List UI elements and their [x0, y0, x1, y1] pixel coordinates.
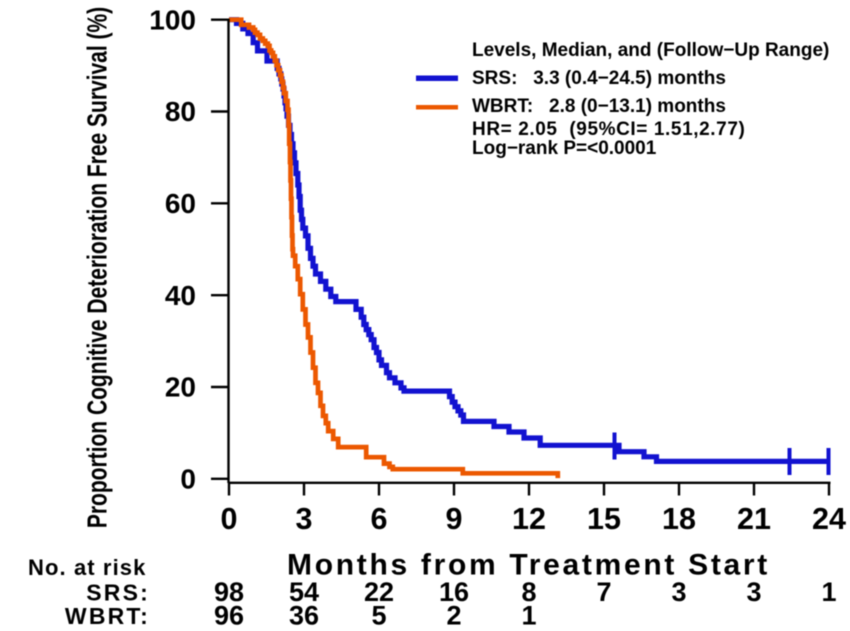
svg-text:1: 1	[521, 601, 536, 631]
svg-text:18: 18	[662, 502, 696, 536]
svg-text:98: 98	[214, 577, 244, 607]
svg-text:54: 54	[289, 577, 319, 607]
svg-text:0: 0	[221, 502, 238, 536]
svg-text:WBRT:: WBRT:	[65, 603, 150, 629]
svg-text:24: 24	[812, 502, 846, 536]
svg-text:16: 16	[439, 577, 469, 607]
svg-text:2: 2	[446, 601, 461, 631]
svg-text:5: 5	[371, 601, 386, 631]
svg-text:1: 1	[821, 577, 836, 607]
svg-text:3: 3	[296, 502, 313, 536]
svg-text:96: 96	[214, 601, 244, 631]
svg-text:22: 22	[364, 577, 394, 607]
svg-text:Log−rank P=<0.0001: Log−rank P=<0.0001	[472, 138, 657, 159]
svg-text:20: 20	[165, 372, 196, 403]
svg-text:SRS:: SRS:	[86, 580, 150, 606]
svg-text:WBRT: 2.8 (0−13.1) months: WBRT: 2.8 (0−13.1) months	[472, 96, 726, 117]
svg-text:6: 6	[371, 502, 388, 536]
svg-text:3: 3	[671, 577, 686, 607]
svg-text:No. at risk: No. at risk	[28, 555, 146, 580]
svg-text:Proportion Cognitive Deteriora: Proportion Cognitive Deterioration Free …	[83, 7, 113, 528]
svg-text:40: 40	[165, 280, 196, 311]
svg-text:36: 36	[289, 601, 319, 631]
svg-text:80: 80	[165, 96, 196, 127]
svg-text:21: 21	[737, 502, 771, 536]
svg-text:100: 100	[149, 4, 196, 35]
svg-text:12: 12	[512, 502, 546, 536]
svg-text:Months from Treatment Start: Months from Treatment Start	[287, 549, 770, 582]
svg-text:60: 60	[165, 188, 196, 219]
svg-text:0: 0	[180, 463, 196, 494]
svg-text:15: 15	[587, 502, 621, 536]
svg-text:Levels, Median, and (Follow−Up: Levels, Median, and (Follow−Up Range)	[472, 40, 829, 61]
svg-text:8: 8	[521, 577, 536, 607]
svg-text:7: 7	[596, 577, 611, 607]
svg-text:9: 9	[446, 502, 463, 536]
svg-text:HR= 2.05 (95%CI= 1.51,2.77): HR= 2.05 (95%CI= 1.51,2.77)	[472, 119, 745, 140]
svg-text:SRS: 3.3 (0.4−24.5) months: SRS: 3.3 (0.4−24.5) months	[472, 68, 726, 89]
svg-text:3: 3	[746, 577, 761, 607]
